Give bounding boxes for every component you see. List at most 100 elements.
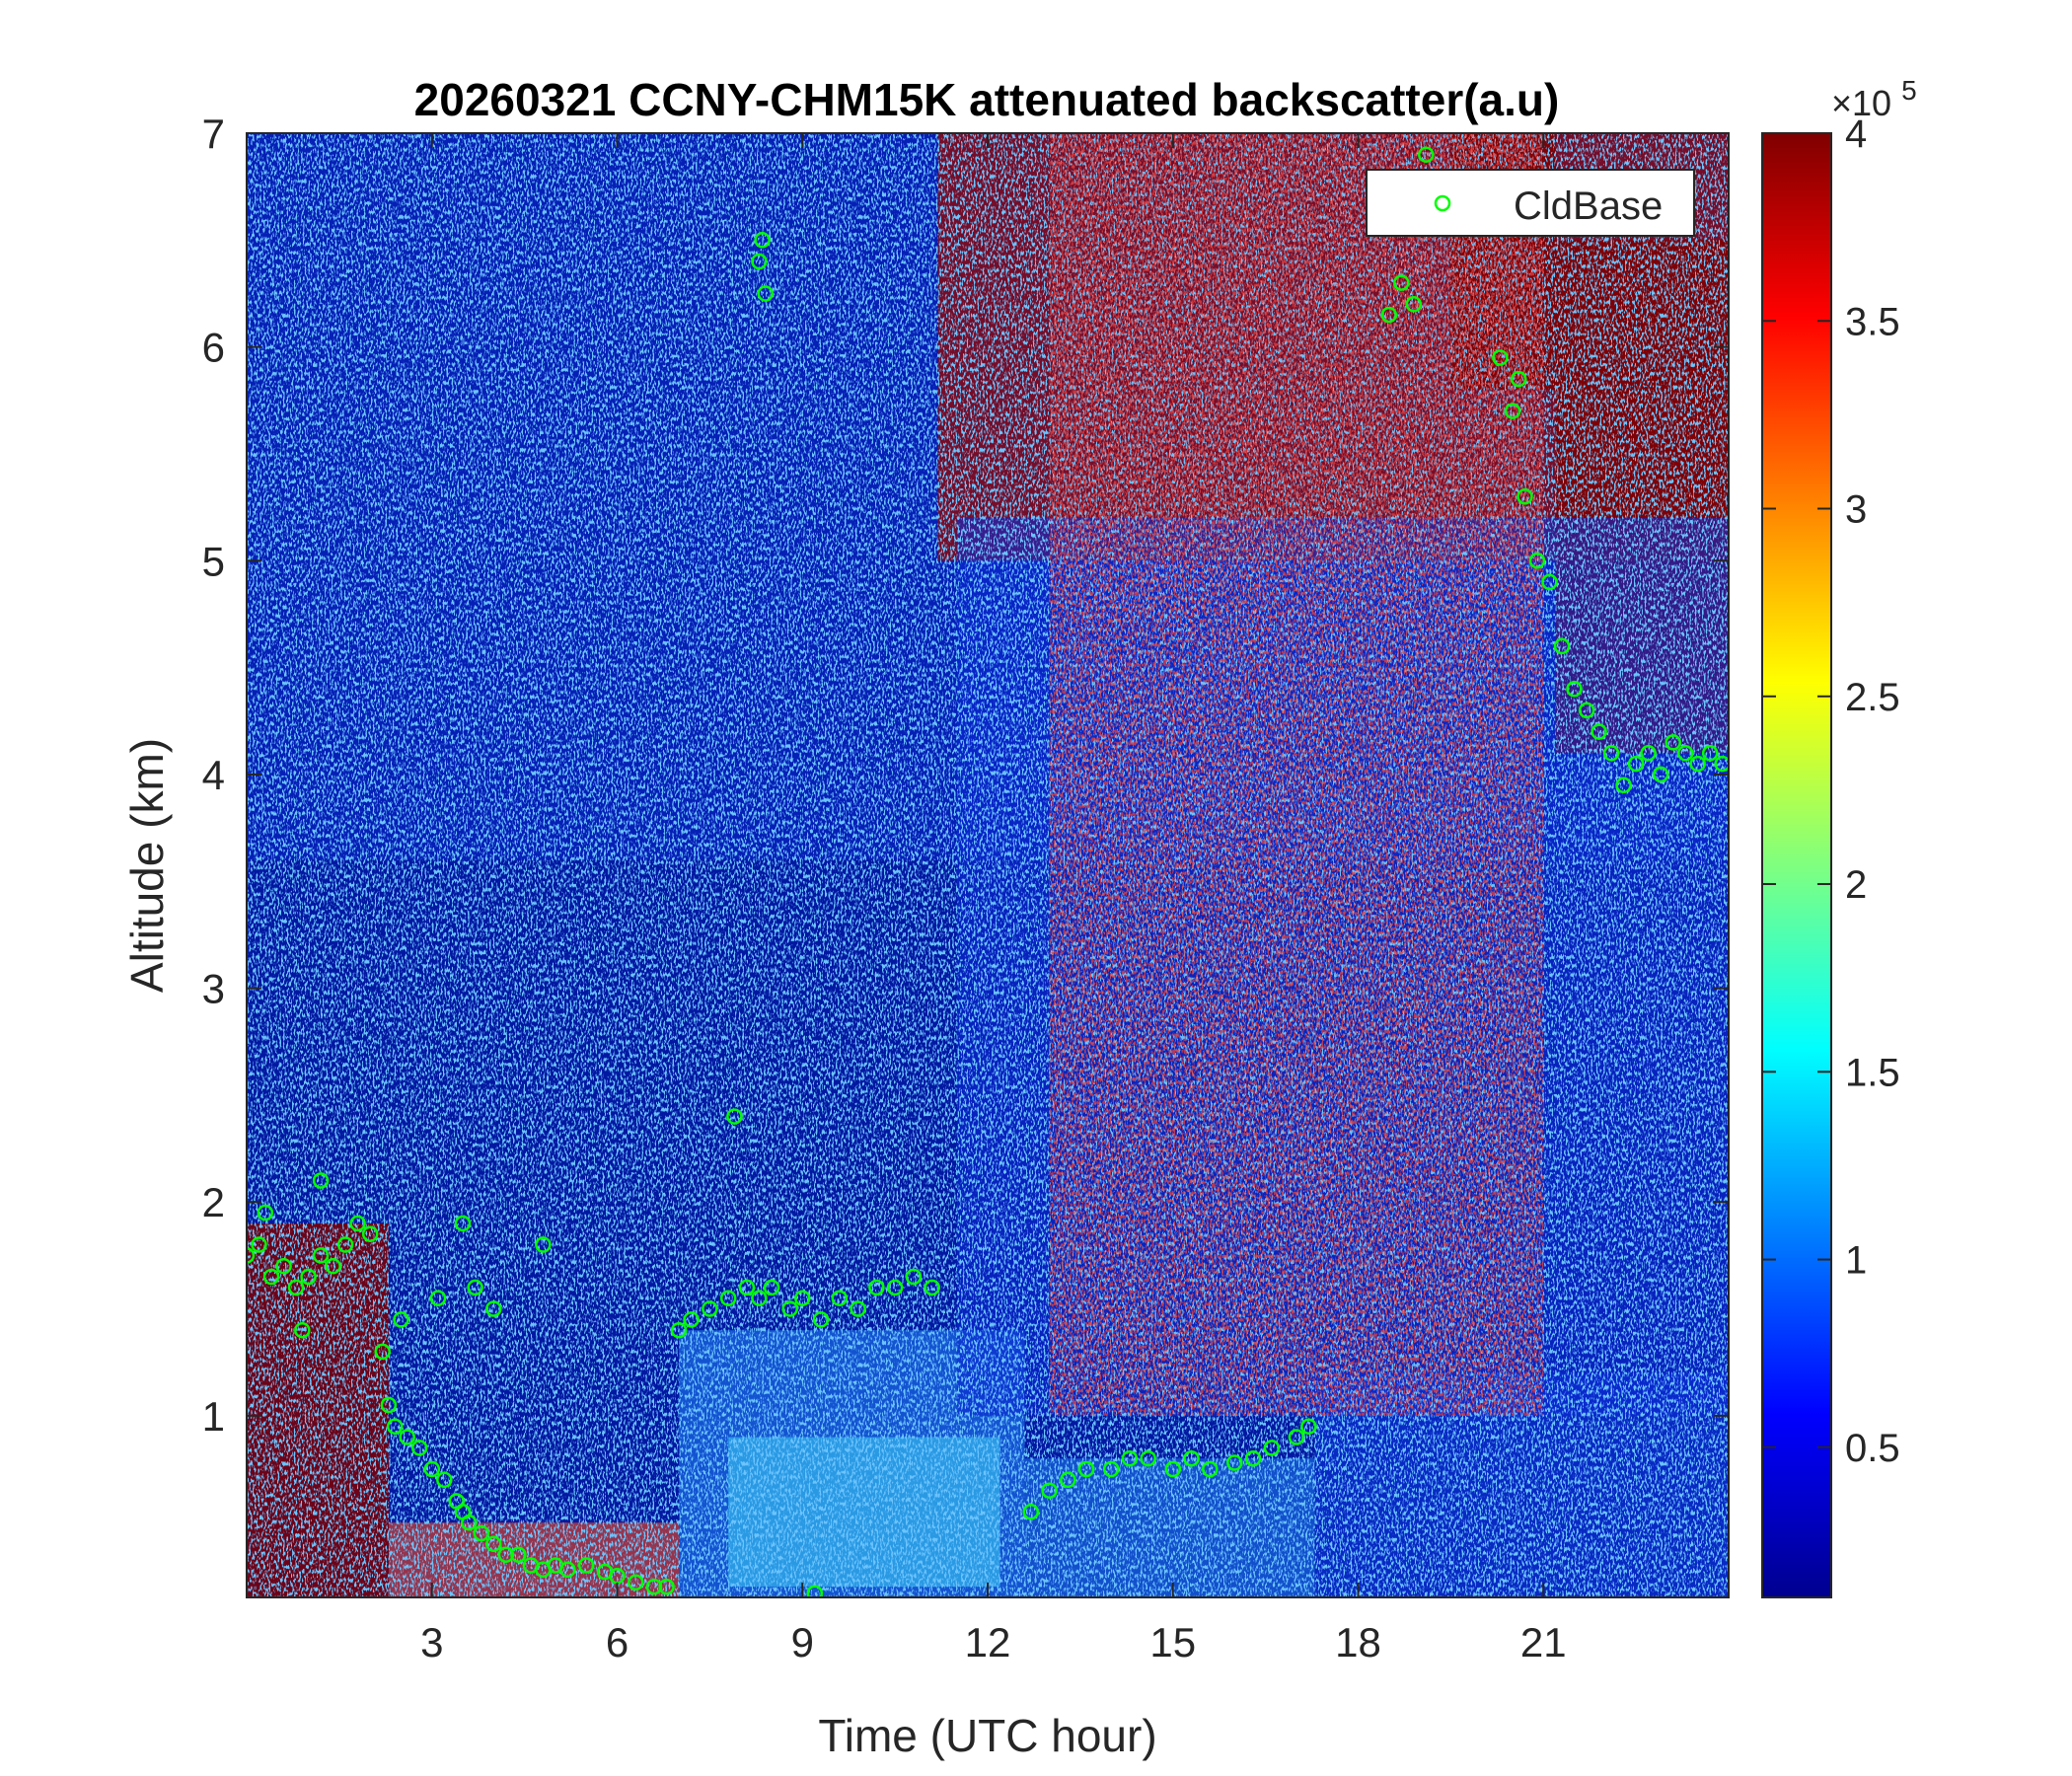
cldbase-point [454,1215,472,1232]
cldbase-point [1140,1449,1156,1467]
y-tick-label: 6 [202,325,225,371]
cldbase-point [1627,755,1645,773]
cldbase-point [1121,1449,1139,1467]
cldbase-point [757,285,774,302]
cldbase-point [1553,637,1571,655]
cldbase-point [1288,1429,1305,1445]
cldbase-point [754,232,771,249]
cldbase-point [294,1321,311,1339]
cldbase-point [794,1290,811,1306]
colorbar-tick-label: 3 [1845,488,1867,532]
cldbase-point [645,1578,663,1595]
cldbase-point [1077,1460,1095,1478]
cldbase-point [1517,488,1533,505]
x-tick-label: 15 [1149,1619,1196,1665]
cldbase-point [1183,1449,1200,1467]
legend-box [1366,169,1695,237]
y-tick-label: 7 [202,111,225,157]
cldbase-point [726,1108,743,1125]
cldbase-point [275,1257,292,1275]
colorbar-exponent-base: ×10 [1831,83,1891,123]
cldbase-point [1492,349,1509,366]
cldbase-point [886,1279,904,1296]
cldbase-point [1041,1482,1058,1499]
y-axis: 1 2 3 4 5 6 7 [202,111,1729,1440]
cldbase-point [1244,1449,1262,1467]
cldbase-point [1393,274,1410,291]
cldbase-point [312,1247,330,1264]
cldbase-point [1263,1440,1281,1456]
colorbar-ticks: 0.5 1 1.5 2 2.5 3 3.5 4 [1762,112,1900,1470]
cldbase-point [831,1290,849,1306]
cldbase-point [251,1236,267,1253]
cldbase-point [781,1300,798,1317]
cldbase-point [1405,296,1423,313]
plot-area [247,133,1729,1597]
colorbar-tick-label: 0.5 [1845,1427,1900,1470]
x-tick-label: 6 [606,1619,629,1665]
cldbase-point [702,1300,718,1317]
cldbase-point [473,1524,490,1542]
colorbar-tick-label: 2 [1845,863,1867,907]
cldbase-point [467,1279,483,1296]
cldbase-point [1578,702,1595,719]
x-axis: 3 6 9 12 15 18 21 [420,133,1567,1665]
cldbase-point [410,1440,428,1456]
x-tick-label: 18 [1335,1619,1381,1665]
cldbase-point [1226,1454,1243,1471]
cldbase-point [670,1321,688,1339]
cldbase-point [763,1279,780,1296]
cldbase-point [247,1247,256,1264]
cldbase-point [312,1172,330,1189]
x-tick-label: 12 [965,1619,1011,1665]
cldbase-point [850,1300,866,1317]
cldbase-point [535,1236,552,1253]
cldbase-point [1022,1504,1040,1520]
cldbase-point [485,1300,502,1317]
colorbar-exponent: ×10 5 [1831,75,1917,123]
colorbar-tick-label: 3.5 [1845,300,1900,343]
cldbase-point [300,1268,317,1286]
cldbase-point [806,1585,824,1597]
cldbase-point [658,1578,675,1595]
cldbase-point [719,1290,737,1306]
cldbase-point [287,1279,305,1296]
cldbase-point [905,1268,923,1286]
cldbase-point [924,1279,940,1296]
cldbase-point [751,1290,768,1306]
x-tick-label: 9 [791,1619,814,1665]
x-axis-label: Time (UTC hour) [818,1710,1156,1761]
cldbase-point [683,1311,700,1328]
y-tick-label: 5 [202,538,225,584]
cldbase-point [436,1471,453,1489]
y-axis-label: Altitude (km) [121,738,173,993]
cldbase-point [1418,146,1435,163]
x-tick-label: 21 [1520,1619,1567,1665]
cldbase-point [1640,745,1657,762]
cldbase-point [325,1257,341,1275]
cldbase-point [374,1343,391,1361]
cldbase-point [1504,403,1521,419]
cldbase-point [393,1311,409,1328]
cldbase-point [349,1215,366,1232]
cldbase-point [1701,745,1719,762]
cldbase-point [559,1561,576,1579]
cldbase-point [1380,306,1398,324]
cldbase-point [1566,681,1583,698]
cldbase-point [1689,755,1706,773]
legend-marker [1434,194,1451,212]
legend-label: CldBase [1514,185,1663,228]
y-tick-label: 2 [202,1179,225,1225]
colorbar-exponent-power: 5 [1901,75,1917,106]
cldbase-point [1615,777,1632,794]
colorbar-scale [1761,132,1832,1598]
cldbase-point [1602,745,1620,762]
colorbar-tick-label: 2.5 [1845,676,1900,719]
colorbar: 0.5 1 1.5 2 2.5 3 3.5 4 ×10 5 [1761,75,1917,1598]
cldbase-point [1060,1471,1076,1489]
cldbase-point [1164,1460,1182,1478]
x-tick-label: 3 [420,1619,443,1665]
cldbase-point [1665,734,1681,751]
heatmap-speckle-red [1049,133,1544,1416]
